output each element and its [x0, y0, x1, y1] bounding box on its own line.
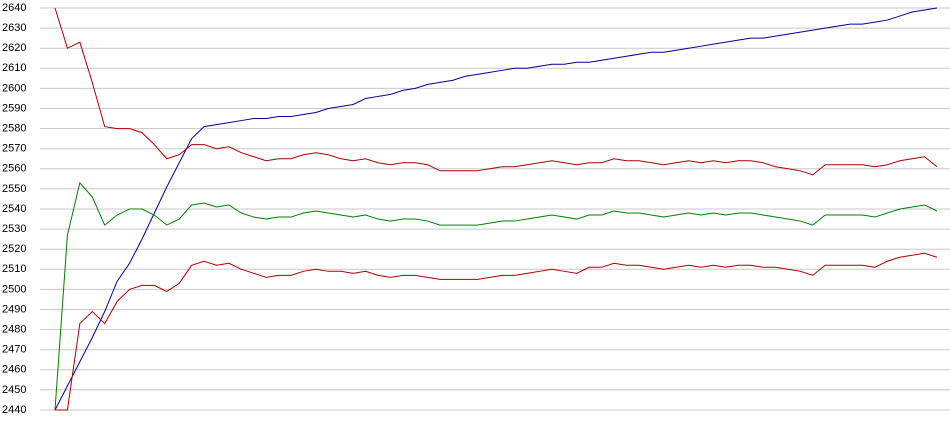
y-tick-label: 2450	[2, 384, 26, 396]
y-tick-label: 2480	[2, 324, 26, 336]
y-tick-label: 2540	[2, 203, 26, 215]
y-tick-label: 2560	[2, 163, 26, 175]
y-tick-label: 2600	[2, 82, 26, 94]
y-tick-label: 2620	[2, 42, 26, 54]
y-tick-label: 2520	[2, 243, 26, 255]
y-tick-label: 2440	[2, 404, 26, 416]
y-tick-label: 2460	[2, 364, 26, 376]
y-tick-label: 2490	[2, 303, 26, 315]
y-tick-label: 2500	[2, 283, 26, 295]
y-tick-label: 2630	[2, 22, 26, 34]
series-line	[54, 181, 938, 411]
y-tick-label: 2580	[2, 123, 26, 135]
y-tick-label: 2530	[2, 223, 26, 235]
series-line	[54, 7, 938, 411]
series-line	[54, 7, 938, 176]
y-tick-label: 2470	[2, 344, 26, 356]
y-tick-label: 2550	[2, 183, 26, 195]
series-line	[55, 252, 938, 411]
y-tick-label: 2640	[2, 2, 26, 14]
y-tick-label: 2590	[2, 102, 26, 114]
y-tick-label: 2610	[2, 62, 26, 74]
y-tick-label: 2570	[2, 143, 26, 155]
y-tick-label: 2510	[2, 263, 26, 275]
